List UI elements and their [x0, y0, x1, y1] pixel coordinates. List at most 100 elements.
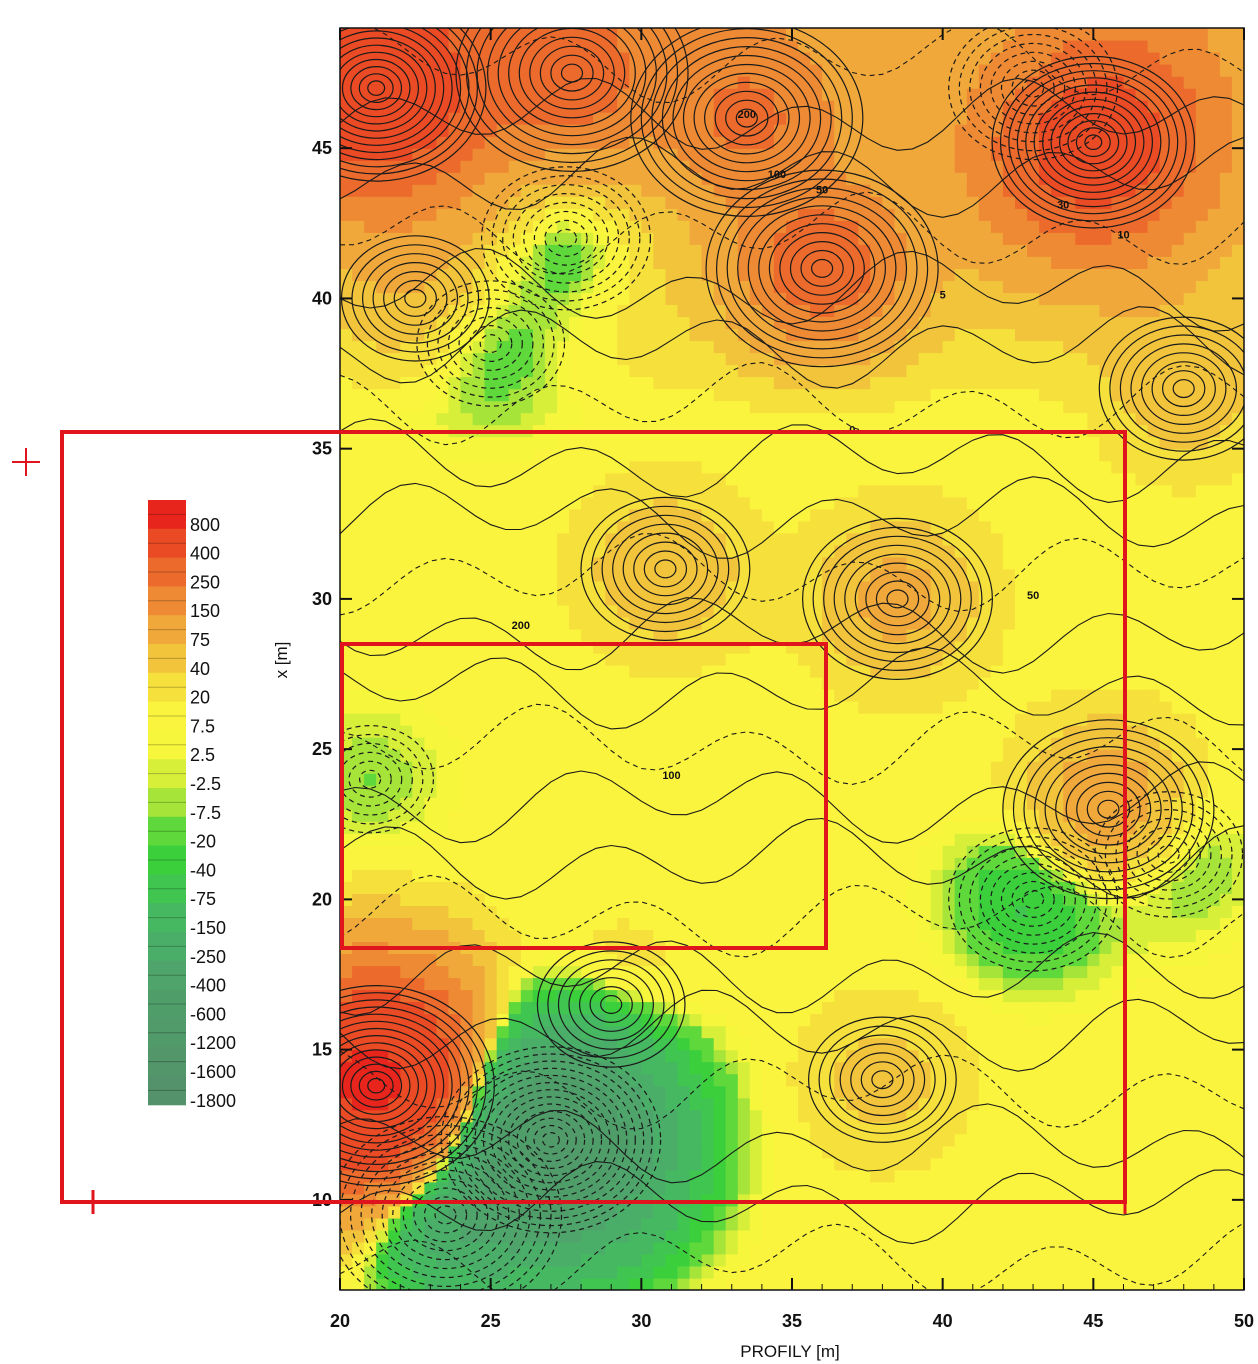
- contour-line: [735, 108, 758, 128]
- contour-line: [1002, 719, 1215, 900]
- contour-line: [358, 1070, 394, 1101]
- contour-line: [423, 1196, 468, 1234]
- contour-line: [457, 1060, 645, 1220]
- legend-label: 2.5: [190, 745, 215, 765]
- contour-line: [601, 514, 730, 624]
- contour-line: [1055, 763, 1162, 855]
- contour-line: [340, 28, 453, 154]
- contour-line: [1076, 781, 1141, 837]
- contour-line: [523, 201, 609, 275]
- contour-line: [860, 1061, 905, 1099]
- contour-line: [481, 166, 652, 311]
- contour-line: [1000, 872, 1066, 927]
- legend-label: 7.5: [190, 716, 215, 736]
- contour-line: [340, 1050, 1244, 1130]
- contour-line: [487, 28, 657, 146]
- contour-line: [1016, 77, 1170, 208]
- legend-label: -75: [190, 889, 216, 909]
- x-tick-label: 35: [782, 1311, 802, 1331]
- legend-swatch: [148, 816, 186, 847]
- x-tick-label: 30: [631, 1311, 651, 1331]
- contour-line: [705, 169, 939, 368]
- contour-line: [958, 28, 1108, 152]
- contour-line: [979, 854, 1087, 945]
- legend-swatch: [148, 1018, 186, 1048]
- contour-line: [508, 1103, 594, 1177]
- contour-line: [544, 219, 588, 257]
- contour-line: [854, 562, 941, 636]
- contour-line: [340, 733, 424, 825]
- contour-line: [340, 761, 1244, 844]
- y-tick-label: 45: [312, 138, 332, 158]
- contour-line: [844, 553, 951, 645]
- y-axis-title: x [m]: [272, 642, 291, 679]
- legend-label: -400: [190, 976, 226, 996]
- contour-line: [1151, 361, 1216, 417]
- contour-line: [383, 271, 448, 326]
- contour-line: [800, 249, 844, 287]
- contour-line: [600, 994, 623, 1014]
- contour-line: [340, 999, 478, 1173]
- legend-label: 75: [190, 630, 210, 650]
- y-tick-label: 30: [312, 589, 332, 609]
- legend-swatch: [148, 528, 186, 559]
- survey-overlay: [12, 430, 1127, 1214]
- contour-line: [340, 1013, 462, 1158]
- contour-line: [554, 228, 578, 248]
- contour-line: [1023, 737, 1194, 882]
- contour-line: [1146, 835, 1191, 873]
- contour-line: [550, 54, 594, 92]
- contour-line: [340, 476, 1244, 559]
- legend-swatch: [148, 960, 186, 991]
- contour-line: [726, 187, 918, 350]
- contour-line: [350, 1063, 403, 1108]
- contour-line: [340, 418, 1244, 503]
- contour-label: 50: [1027, 590, 1039, 602]
- contour-line: [789, 240, 855, 296]
- contour-label: 200: [512, 620, 530, 632]
- legend-label: 20: [190, 688, 210, 708]
- contour-line: [1084, 134, 1103, 150]
- legend-label: 800: [190, 515, 220, 535]
- contour-line: [1172, 379, 1195, 399]
- contour-line: [633, 541, 698, 597]
- legend-swatch: [148, 845, 186, 875]
- legend-swatch: [148, 903, 186, 933]
- contour-line: [630, 28, 864, 217]
- contour-line: [948, 28, 1119, 161]
- contour-line: [340, 306, 1244, 389]
- contour-line: [808, 1016, 957, 1143]
- contour-line: [340, 751, 403, 807]
- contour-line: [591, 505, 740, 633]
- contour-line: [367, 80, 386, 96]
- contour-line: [367, 1077, 386, 1094]
- contour-line: [340, 28, 462, 161]
- legend-label: -150: [190, 918, 226, 938]
- inner-survey-frame: [340, 642, 828, 950]
- contour-line: [340, 247, 1244, 332]
- legend-swatch: [148, 615, 186, 645]
- contour-line: [340, 1124, 552, 1290]
- contour-line: [969, 845, 1097, 954]
- legend-label: -1600: [190, 1062, 236, 1082]
- contour-line: [340, 1027, 445, 1144]
- contour-line: [541, 1132, 560, 1148]
- contour-line: [886, 589, 909, 609]
- legend-swatch: [148, 989, 186, 1019]
- contour-label: 50: [816, 184, 828, 196]
- legend-swatch: [148, 932, 186, 962]
- color-legend: 800 400 250 150 75 40 20 7.5 2.5 -2.5 -7.5 -20 -40 -7…: [148, 500, 236, 1111]
- contour-line: [589, 985, 633, 1023]
- outer-survey-frame: [60, 430, 1127, 1204]
- contour-line: [341, 1056, 411, 1115]
- legend-label: 150: [190, 601, 220, 621]
- contour-line: [340, 1042, 428, 1130]
- contour-line: [360, 1142, 531, 1288]
- contour-line: [1065, 772, 1152, 846]
- contour-line: [715, 178, 929, 359]
- contour-line: [340, 742, 413, 816]
- contour-line: [579, 977, 644, 1032]
- y-tick-label: 15: [312, 1040, 332, 1060]
- contour-line: [958, 836, 1108, 963]
